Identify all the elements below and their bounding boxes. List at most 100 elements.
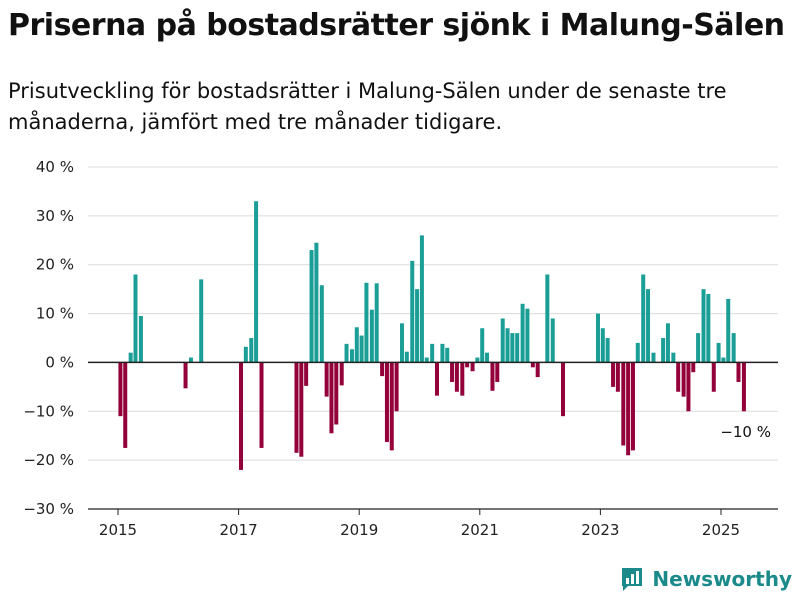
bar xyxy=(701,289,706,363)
bar xyxy=(595,313,600,363)
bar xyxy=(716,342,721,363)
bar xyxy=(389,362,394,451)
bar xyxy=(646,289,651,363)
newsworthy-chart-icon xyxy=(622,568,643,591)
y-tick-label: 40 % xyxy=(36,158,74,176)
bar xyxy=(294,362,299,453)
bar xyxy=(460,362,465,396)
bar xyxy=(665,323,670,363)
latest-value-annotation: −10 % xyxy=(720,423,771,441)
bar xyxy=(561,362,566,417)
bar xyxy=(415,289,420,363)
bar xyxy=(243,346,248,363)
bar xyxy=(329,362,334,434)
bar xyxy=(344,343,349,363)
grid-lines xyxy=(88,166,778,461)
bar xyxy=(188,357,193,363)
bar xyxy=(611,362,616,387)
y-axis-ticks: −30 % −20 % −10 % 0 % 10 % 20 % 30 % 40 % xyxy=(23,158,74,518)
bar xyxy=(731,333,736,363)
bar xyxy=(259,362,264,448)
y-tick-label: −20 % xyxy=(23,451,74,469)
bar xyxy=(359,335,364,363)
bar xyxy=(128,352,133,363)
bar xyxy=(440,343,445,363)
bar xyxy=(299,362,304,457)
y-tick-label: −30 % xyxy=(23,500,74,518)
bar xyxy=(545,274,550,363)
bar xyxy=(525,308,530,363)
bar xyxy=(314,242,319,363)
bars xyxy=(118,201,746,470)
bar xyxy=(138,316,143,363)
bar xyxy=(123,362,128,448)
bar xyxy=(334,362,339,425)
bar xyxy=(641,274,646,363)
bar xyxy=(535,362,540,378)
bar xyxy=(736,362,741,382)
bar xyxy=(706,294,711,363)
bar xyxy=(726,298,731,363)
bar xyxy=(183,362,188,389)
x-tick-label: 2025 xyxy=(702,521,740,539)
bar xyxy=(410,260,415,363)
bar xyxy=(696,333,701,363)
bar xyxy=(324,362,329,397)
bar xyxy=(304,362,309,386)
axes xyxy=(88,361,778,510)
bar xyxy=(515,333,520,363)
bar xyxy=(615,362,620,392)
bar xyxy=(500,318,505,363)
page-subtitle: Prisutveckling för bostadsrätter i Malun… xyxy=(8,79,727,134)
bar xyxy=(630,362,635,451)
bar xyxy=(254,201,259,363)
bar xyxy=(711,362,716,392)
bar xyxy=(374,283,379,363)
bar xyxy=(505,328,510,363)
bar xyxy=(651,352,656,363)
bar xyxy=(480,328,485,363)
bar xyxy=(485,352,490,363)
bar xyxy=(454,362,459,392)
brand-name: Newsworthy xyxy=(652,567,792,591)
bar xyxy=(470,362,475,372)
x-tick-label: 2021 xyxy=(461,521,499,539)
y-tick-label: 0 % xyxy=(45,353,74,371)
bar xyxy=(721,357,726,363)
bar xyxy=(404,351,409,363)
bar xyxy=(490,362,495,391)
bar xyxy=(384,362,389,443)
bar xyxy=(349,349,354,363)
bar xyxy=(475,357,480,363)
bar xyxy=(430,343,435,363)
bar xyxy=(661,338,666,363)
bar xyxy=(394,362,399,412)
page-title: Priserna på bostadsrätter sjönk i Malung… xyxy=(8,8,785,43)
bar xyxy=(400,323,405,363)
bar xyxy=(445,347,450,363)
bar xyxy=(424,357,429,363)
bar xyxy=(600,328,605,363)
bar xyxy=(339,362,344,386)
newsworthy-logo: Newsworthy xyxy=(620,566,792,592)
bar xyxy=(530,362,535,368)
bar xyxy=(681,362,686,397)
bar xyxy=(133,274,138,363)
bar xyxy=(676,362,681,392)
bar xyxy=(465,362,470,368)
bar xyxy=(369,309,374,363)
bar xyxy=(309,250,314,363)
bar xyxy=(635,342,640,363)
bar xyxy=(686,362,691,412)
bar xyxy=(495,362,500,382)
bar xyxy=(605,338,610,363)
bar xyxy=(239,362,244,470)
x-tick-label: 2023 xyxy=(581,521,619,539)
y-tick-label: 20 % xyxy=(36,256,74,274)
bar xyxy=(434,362,439,396)
bar xyxy=(199,279,204,363)
bar xyxy=(691,362,696,373)
x-tick-label: 2017 xyxy=(220,521,258,539)
y-tick-label: −10 % xyxy=(23,402,74,420)
